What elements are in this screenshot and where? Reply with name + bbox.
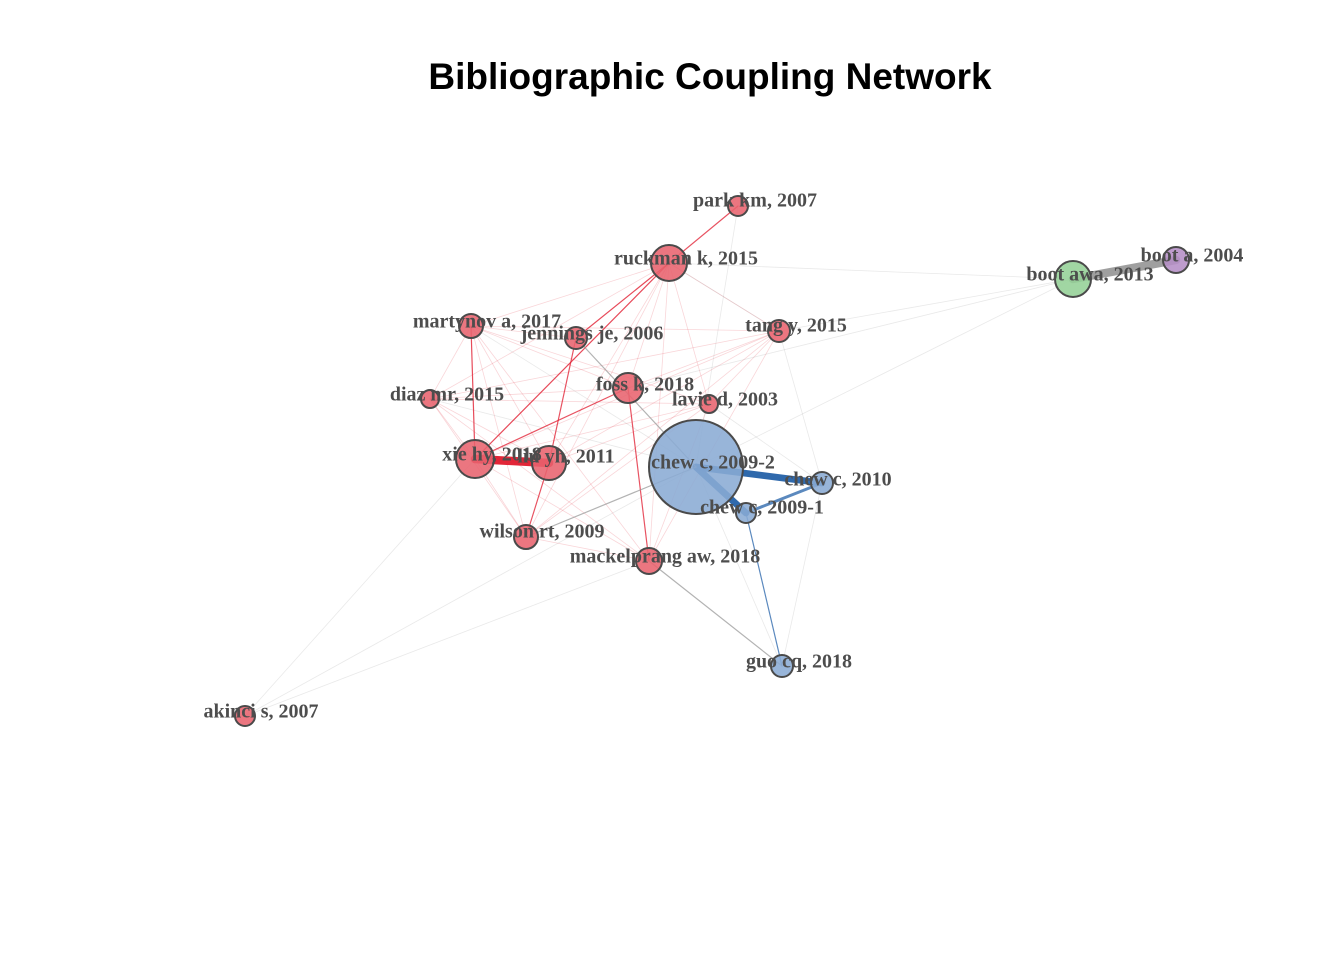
node-boota[interactable] <box>1162 246 1190 274</box>
faint-edge <box>778 330 823 484</box>
faint-edge <box>474 458 650 562</box>
faint-edge <box>474 403 710 460</box>
edge-mackelprang-guo <box>648 560 783 667</box>
node-label-mackelprang: mackelprang aw, 2018 <box>570 546 761 568</box>
node-chew1[interactable] <box>735 502 757 524</box>
faint-edge <box>708 403 823 484</box>
node-label-chew1: chew c, 2009-1 <box>700 497 824 519</box>
faint-edge <box>429 325 472 400</box>
node-ruckman[interactable] <box>650 244 688 282</box>
label-layer: park km, 2007 ruckman k, 2015 boot awa, 20… <box>203 190 1243 723</box>
edge-chew1-guo <box>745 512 783 667</box>
node-jennings[interactable] <box>564 326 588 350</box>
faint-edge <box>668 262 710 405</box>
edge-jennings-liu <box>548 337 577 464</box>
faint-edge <box>627 262 670 389</box>
node-chew2[interactable] <box>648 419 744 515</box>
node-label-jennings: jennings je, 2006 <box>520 323 664 345</box>
node-akinci[interactable] <box>234 705 256 727</box>
node-label-chew2010: chew c, 2010 <box>784 469 891 491</box>
node-lavie[interactable] <box>699 394 719 414</box>
faint-edge <box>429 398 710 405</box>
faint-edge-layer <box>244 205 1074 717</box>
node-layer <box>234 195 1190 727</box>
node-label-wilson: wilson rt, 2009 <box>480 521 605 543</box>
node-martynov[interactable] <box>458 313 484 339</box>
faint-edge <box>429 330 780 400</box>
node-diaz[interactable] <box>420 389 440 409</box>
node-label-chew2: chew c, 2009-2 <box>651 452 775 474</box>
node-foss[interactable] <box>612 372 644 404</box>
faint-edge <box>244 560 650 717</box>
faint-edge <box>695 278 1074 468</box>
node-label-lavie: lavie d, 2003 <box>672 389 778 411</box>
edge-foss-mackelprang <box>627 387 650 562</box>
faint-edge <box>470 325 629 389</box>
faint-edge <box>244 458 476 717</box>
node-label-boota: boot a, 2004 <box>1141 245 1244 267</box>
faint-edge <box>429 398 550 464</box>
faint-edge <box>525 262 670 538</box>
node-park[interactable] <box>727 195 749 217</box>
node-liu[interactable] <box>531 445 567 481</box>
faint-edge <box>708 330 780 405</box>
edge-chew1-chew2010 <box>744 481 824 515</box>
node-label-martynov: martynov a, 2017 <box>413 311 561 333</box>
faint-edge <box>548 403 710 464</box>
faint-edge <box>470 325 710 405</box>
node-label-diaz: diaz mr, 2015 <box>390 384 504 406</box>
faint-edge <box>627 278 1074 389</box>
node-label-akinci: akinci s, 2007 <box>203 701 318 723</box>
faint-edge <box>627 330 780 389</box>
node-tang[interactable] <box>767 319 791 343</box>
chart-title: Bibliographic Coupling Network <box>428 56 992 97</box>
node-label-park: park km, 2007 <box>693 190 817 212</box>
faint-edge <box>548 330 780 464</box>
faint-edge <box>648 262 670 562</box>
node-wilson[interactable] <box>513 524 539 550</box>
node-label-liu: liu yh, 2011 <box>517 446 614 468</box>
faint-edge <box>470 325 527 538</box>
faint-edge <box>429 262 670 400</box>
edge-ruckman-jennings <box>575 262 670 339</box>
node-label-foss: foss k, 2018 <box>596 374 694 396</box>
node-label-bootawa: boot awa, 2013 <box>1026 264 1153 286</box>
edge-ruckman-xie <box>474 262 670 460</box>
faint-edge <box>470 325 550 464</box>
faint-edge <box>525 536 650 562</box>
node-label-ruckman: ruckman k, 2015 <box>614 248 758 270</box>
faint-edge <box>548 262 670 464</box>
node-xie[interactable] <box>455 439 495 479</box>
faint-edge <box>668 262 780 332</box>
faint-edge <box>470 325 577 339</box>
faint-edge <box>429 387 629 400</box>
node-label-tang: tang y, 2015 <box>745 315 847 337</box>
faint-edge <box>244 466 697 717</box>
faint-edge <box>668 262 1074 280</box>
edge-foss-xie <box>474 387 629 460</box>
faint-edge <box>525 330 780 538</box>
faint-edge <box>470 325 650 562</box>
edge-martynov-xie <box>470 325 476 460</box>
faint-edge <box>781 482 823 667</box>
faint-edge <box>470 262 670 327</box>
node-bootawa[interactable] <box>1054 260 1092 298</box>
faint-edge <box>470 325 780 332</box>
node-label-xie: xie hy, 2018 <box>442 444 541 466</box>
faint-edge <box>429 398 650 562</box>
node-chew2010[interactable] <box>810 471 834 495</box>
node-mackelprang[interactable] <box>635 547 663 575</box>
faint-edge <box>778 278 1074 332</box>
node-label-guo: guo cq, 2018 <box>746 651 852 673</box>
node-guo[interactable] <box>770 654 794 678</box>
faint-edge <box>668 262 780 332</box>
